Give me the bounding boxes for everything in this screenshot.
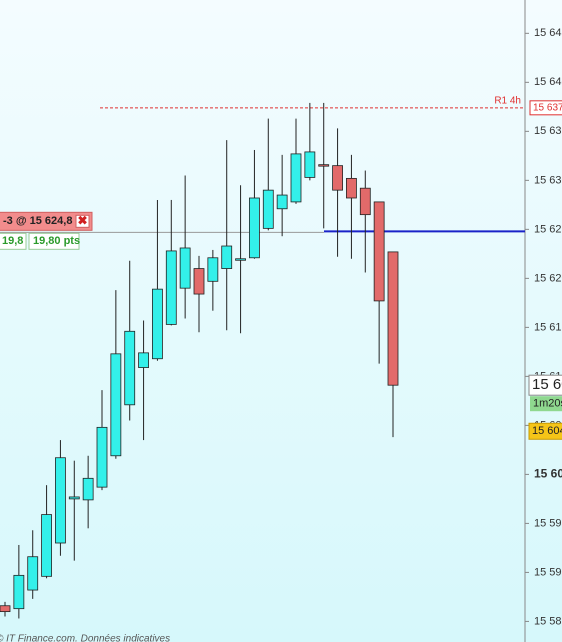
gain-points: 19,80 pts [33,235,80,247]
y-tick-label: 15 645 [534,27,562,39]
reference-name: R1 4h [494,95,521,106]
candle-body [304,151,316,178]
candle-body [373,201,385,302]
timer: 1m20s [533,398,562,410]
candle-body [68,496,80,500]
candle-body [82,477,94,501]
candle-body [165,250,177,325]
candle-body [55,457,66,544]
gain-points-box [28,232,80,250]
y-tick-label: 15 630 [534,174,562,186]
candle-body [249,197,260,259]
y-tick-label: 15 615 [534,321,562,333]
footer: © IT Finance.com. Données indicatives [0,634,170,642]
candle-body [41,514,52,577]
candle-body [207,257,219,282]
close-icon[interactable]: ✖ [77,213,87,227]
gain-box [0,232,27,250]
candle-body [0,605,11,613]
current-price-label: 15 609 [532,376,562,393]
y-tick-label: 15 585 [534,615,562,627]
reference-value-label: 15 637 [533,102,562,113]
gain: 19,8 [2,235,23,247]
candle-body [387,251,399,386]
y-tick-label: 15 625 [534,223,562,235]
candle-body [290,153,302,203]
candle-body [235,258,246,261]
close-button[interactable] [75,214,90,228]
candle-body [138,352,149,368]
candle-body [27,556,39,591]
candle-body [110,353,122,457]
y-tick-label: 15 620 [534,272,562,284]
candle-body [276,194,288,210]
timer-box [530,396,562,412]
candle-body [96,426,108,488]
candle-body [262,189,274,229]
candle-body [179,247,191,289]
candle-body [332,165,343,191]
marker-price-label: 15 604 [532,425,562,437]
y-tick-label: 15 640 [534,76,562,88]
candle-body [193,268,205,295]
position-box [0,211,93,231]
candle-body [346,177,357,199]
candle-body [13,574,25,610]
reference-tag [529,100,562,116]
y-tick-label: 15 635 [534,125,562,137]
candle-body [124,330,136,406]
y-tick-label: 15 595 [534,517,562,529]
current-price-box [528,374,562,396]
candle-body [359,187,371,216]
candle-body [318,164,330,167]
marker-price-box [528,422,562,440]
y-tick-label: 15 600 [534,467,562,481]
candle-body [221,245,233,269]
y-tick-label: 15 590 [534,566,562,578]
position-label: -3 @ 15 624,8 [3,215,72,227]
candle-body [152,288,163,360]
